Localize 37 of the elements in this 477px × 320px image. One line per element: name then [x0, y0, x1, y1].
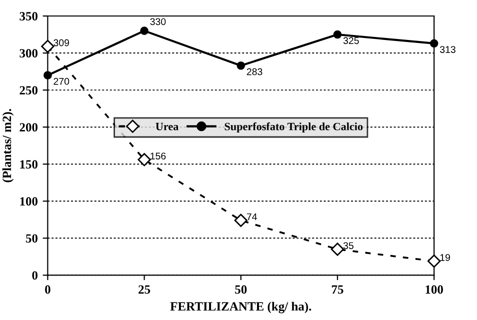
data-label: 35 [343, 242, 354, 250]
x-tick-label: 25 [138, 285, 150, 294]
y-tick-label: 0 [32, 271, 38, 280]
x-tick-label: 0 [45, 285, 50, 294]
point [44, 71, 52, 80]
data-label: 330 [150, 18, 166, 26]
y-tick-label: 50 [26, 234, 38, 243]
data-label: 313 [440, 46, 456, 53]
point [234, 214, 248, 227]
y-tick-label: 150 [20, 160, 38, 169]
point [138, 153, 151, 166]
y-tick-label: 100 [20, 197, 38, 206]
x-tick-label: 50 [235, 285, 247, 294]
data-label: 19 [440, 254, 450, 261]
y-tick-label: 250 [20, 86, 38, 95]
legend-label: Superfosfato Triple de Calcio [224, 122, 363, 133]
data-label: 270 [54, 78, 70, 85]
x-tick-label: 75 [332, 285, 344, 294]
data-label: 325 [343, 37, 359, 44]
y-axis-title: (Plantas/ m2). [2, 109, 14, 182]
point [41, 40, 54, 53]
legend-label: Urea [156, 122, 178, 130]
point [236, 61, 246, 70]
data-label: 74 [246, 213, 257, 220]
y-tick-label: 200 [20, 123, 38, 132]
y-tick-label: 350 [20, 12, 38, 20]
data-label: 283 [246, 68, 262, 76]
x-tick-label: 100 [426, 285, 443, 294]
point [330, 242, 344, 256]
point [333, 30, 342, 39]
y-tick-label: 300 [20, 49, 38, 58]
point [430, 39, 438, 48]
point [427, 254, 441, 268]
data-label: 156 [150, 152, 166, 160]
x-axis-title: FERTILIZANTE (kg/ ha). [170, 302, 312, 314]
data-label: 309 [54, 39, 70, 46]
point [140, 26, 148, 35]
